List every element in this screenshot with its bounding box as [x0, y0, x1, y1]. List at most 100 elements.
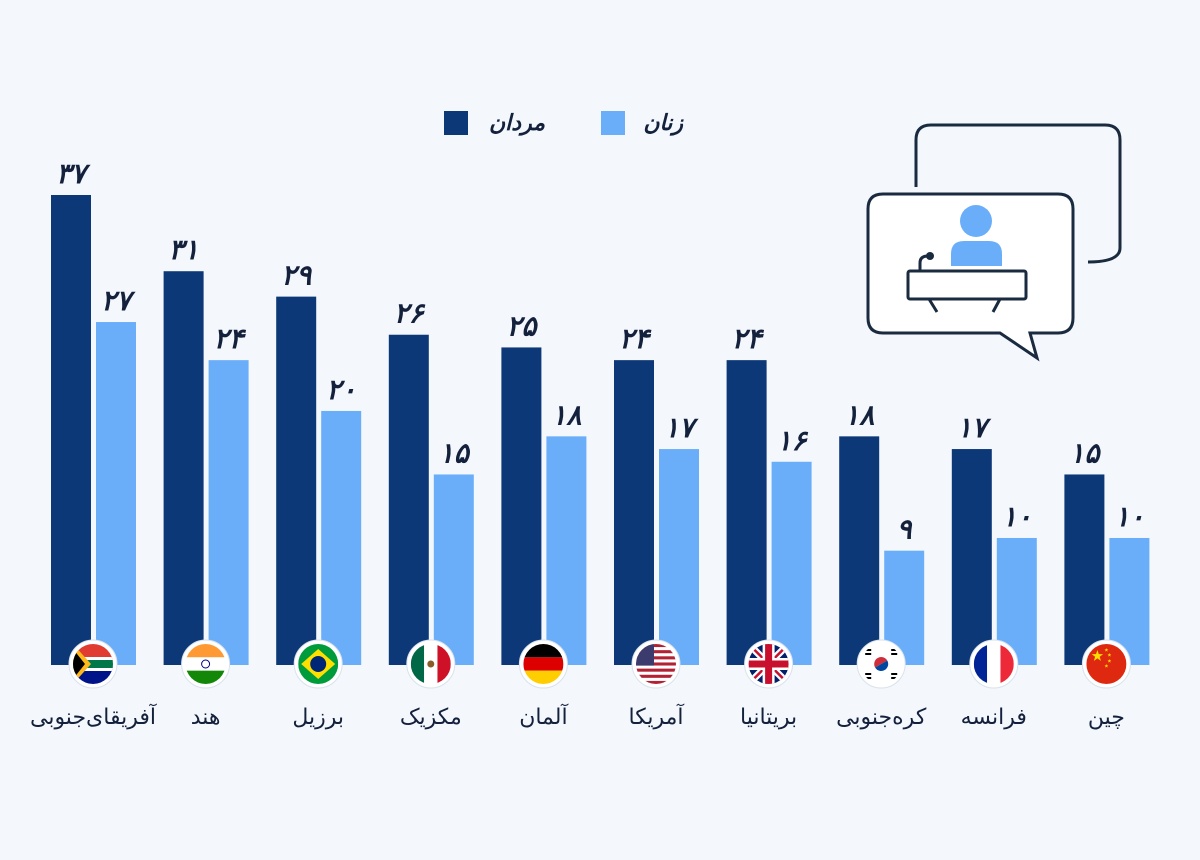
country-label: مکزیک: [400, 705, 462, 730]
value-label-women: ۹: [897, 513, 913, 546]
flag-part: [1107, 653, 1112, 657]
china-flag-icon: [1086, 644, 1127, 684]
flag-part: [427, 660, 435, 668]
flag-part: [185, 644, 226, 658]
flag-part: [523, 657, 564, 671]
bar-men: [614, 360, 654, 665]
bar-men: [388, 334, 429, 665]
flag-part: [1107, 659, 1112, 663]
flag-part: [875, 660, 889, 671]
flag-part: [748, 660, 789, 668]
bar-men: [501, 347, 542, 665]
speaker-podium-speech-bubble-icon: [866, 123, 1122, 362]
bar-men: [51, 195, 91, 665]
value-label-men: ۲۴: [732, 322, 765, 355]
bar-women: [208, 360, 249, 665]
flag-part: [185, 670, 226, 684]
flag-part: [1104, 648, 1109, 652]
flag-part: [185, 657, 226, 671]
value-label-men: ۲۶: [394, 297, 426, 330]
value-label-men: ۱۸: [844, 398, 874, 431]
flag-part: [636, 656, 676, 660]
flag-part: [987, 644, 1001, 684]
flag-part: [636, 644, 676, 648]
bar-men: [163, 271, 204, 665]
flag-part: [973, 644, 988, 684]
flag-part: [73, 660, 113, 668]
country-label: آلمان: [519, 703, 568, 730]
flag-part: [1000, 644, 1014, 684]
south-africa-flag-icon: [73, 644, 113, 684]
flag-part: [891, 653, 898, 655]
south-korea-flag-icon: [861, 644, 902, 684]
flag-part: [636, 662, 676, 666]
value-label-women: ۱۰: [1002, 500, 1032, 533]
flag-part: [410, 644, 425, 684]
country-label: چین: [1088, 705, 1125, 730]
flag-part: [874, 657, 888, 668]
flag-part: [865, 649, 872, 651]
value-label-women: ۱۸: [551, 398, 581, 431]
flag-part: [523, 670, 564, 684]
country-label: کره‌جنوبی: [836, 705, 927, 730]
flag-part: [636, 674, 676, 678]
flag-part: [891, 649, 898, 651]
value-label-women: ۲۷: [101, 284, 136, 317]
flag-part: [437, 644, 451, 684]
country-label: بریتانیا: [740, 705, 797, 730]
bar-women: [659, 449, 699, 665]
germany-flag-icon: [523, 644, 564, 684]
flag-part: [874, 657, 889, 671]
flag-part: [1104, 664, 1109, 668]
legend-label-women: زنان: [643, 111, 684, 136]
india-flag-icon: [185, 644, 226, 684]
value-label-women: ۱۷: [664, 411, 699, 444]
flag-part: [865, 673, 872, 675]
flag-part: [201, 659, 211, 669]
bar-men: [726, 360, 767, 665]
flag-part: [1091, 650, 1104, 661]
flag-part: [523, 644, 564, 658]
bar-men: [951, 449, 992, 665]
value-label-men: ۱۵: [1069, 436, 1101, 469]
value-label-women: ۲۴: [214, 322, 247, 355]
uk-flag-icon: [748, 644, 789, 684]
value-label-men: ۲۵: [506, 309, 538, 342]
value-label-women: ۱۰: [1114, 500, 1144, 533]
value-label-women: ۱۵: [439, 436, 471, 469]
country-label: برزیل: [292, 705, 344, 730]
flag-part: [891, 673, 898, 675]
legend-label-men: مردان: [489, 111, 545, 136]
legend: مردان زنان: [444, 111, 684, 136]
value-label-men: ۱۷: [957, 411, 992, 444]
value-label-men: ۳۷: [56, 157, 91, 190]
value-label-men: ۲۹: [281, 259, 312, 292]
flag-part: [310, 656, 327, 672]
country-label: هند: [191, 705, 221, 730]
bar-women: [96, 322, 136, 665]
legend-swatch-men: [444, 111, 468, 135]
flag-part: [636, 680, 676, 684]
bar-women: [771, 461, 812, 665]
usa-flag-icon: [636, 644, 676, 684]
flag-part: [865, 677, 872, 679]
country-label: آفریقای‌جنوبی: [30, 703, 157, 730]
bar-men: [276, 296, 317, 665]
flag-part: [891, 677, 898, 679]
value-label-men: ۳۱: [169, 233, 199, 266]
value-label-women: ۲۰: [326, 373, 356, 406]
value-label-men: ۲۴: [619, 322, 652, 355]
bar-women: [433, 474, 474, 665]
flag-part: [865, 653, 872, 655]
country-label: فرانسه: [961, 705, 1027, 730]
bar-men: [1064, 474, 1105, 665]
country-label: آمریکا: [628, 703, 684, 730]
bar-women: [546, 436, 587, 665]
bars-group: ۳۷ ۲۷ آفریقای‌جنوبی ۳۱ ۲۴ هند ۲۹ ۲۰ برزیل ۲۶ ۱۵ مکز…: [30, 157, 1150, 730]
brazil-flag-icon: [298, 644, 339, 684]
bar-men: [839, 436, 880, 665]
bar-women: [321, 410, 362, 665]
flag-part: [73, 649, 85, 679]
